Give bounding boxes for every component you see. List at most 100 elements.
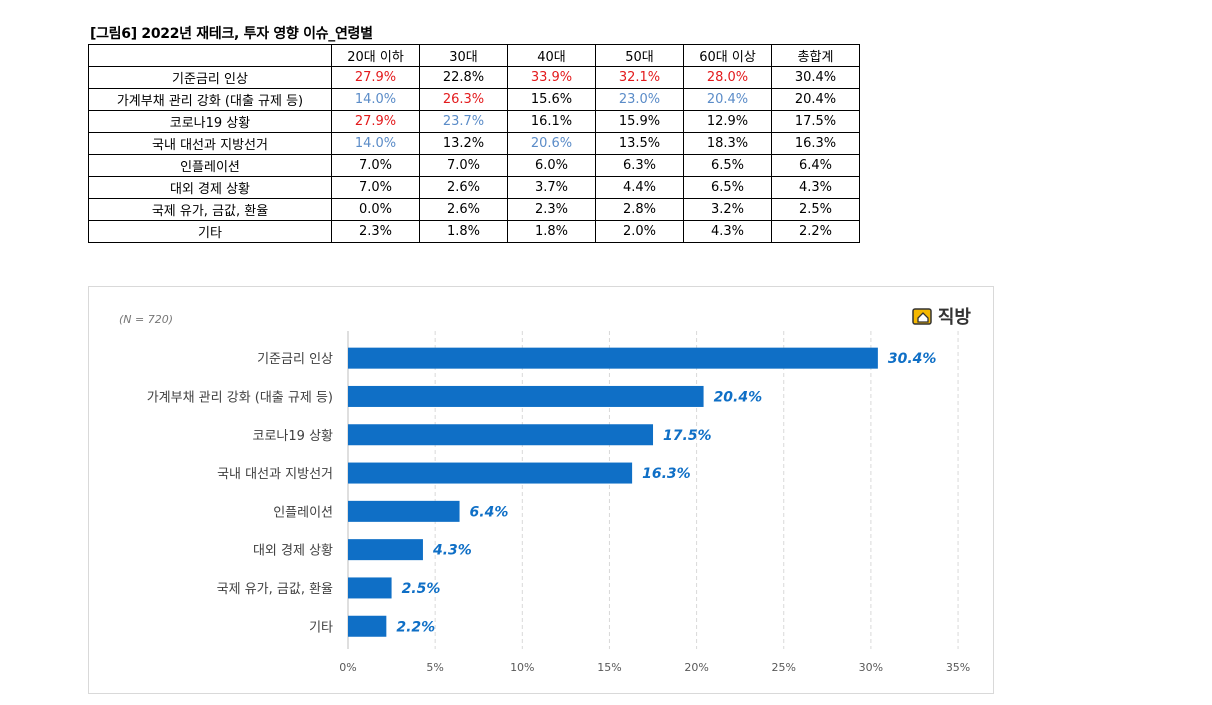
table-cell: 33.9% xyxy=(507,66,596,89)
category-label: 코로나19 상황 xyxy=(253,429,334,444)
data-label: 30.4% xyxy=(888,351,937,367)
table-row: 기타 2.3% 1.8% 1.8% 2.0% 4.3% 2.2% xyxy=(88,220,860,243)
table-cell: 2.6% xyxy=(419,176,508,199)
table-cell: 3.7% xyxy=(507,176,596,199)
table-cell: 20.4% xyxy=(771,88,860,111)
category-label: 인플레이션 xyxy=(273,505,333,520)
table-row: 인플레이션 7.0% 7.0% 6.0% 6.3% 6.5% 6.4% xyxy=(88,154,860,177)
row-label: 기타 xyxy=(88,220,332,243)
table-column-header: 총합계 xyxy=(771,44,860,67)
table-cell: 15.9% xyxy=(595,110,684,133)
table-column-header: 30대 xyxy=(419,44,508,67)
table-body: 기준금리 인상 27.9% 22.8% 33.9% 32.1% 28.0% 30.4% 가계부… xyxy=(88,66,860,243)
category-label: 국내 대선과 지방선거 xyxy=(217,467,333,482)
house-icon xyxy=(912,308,932,325)
x-tick-label: 15% xyxy=(597,661,621,674)
table-cell: 27.9% xyxy=(331,66,420,89)
table-cell: 1.8% xyxy=(507,220,596,243)
row-label: 인플레이션 xyxy=(88,154,332,177)
table-cell: 0.0% xyxy=(331,198,420,221)
table-cell: 2.2% xyxy=(771,220,860,243)
bar xyxy=(348,615,387,637)
category-label: 기타 xyxy=(309,620,333,635)
table-cell: 2.6% xyxy=(419,198,508,221)
table-cell: 14.0% xyxy=(331,132,420,155)
brand-logo: 직방 xyxy=(912,303,971,329)
category-label: 가계부채 관리 강화 (대출 규제 등) xyxy=(147,390,333,405)
data-label: 16.3% xyxy=(642,466,691,482)
figure-title: [그림6] 2022년 재테크, 투자 영향 이슈_연령별 xyxy=(90,26,373,42)
bar xyxy=(348,347,878,369)
table-cell: 32.1% xyxy=(595,66,684,89)
x-tick-label: 35% xyxy=(946,661,970,674)
row-label: 가계부채 관리 강화 (대출 규제 등) xyxy=(88,88,332,111)
table-row: 가계부채 관리 강화 (대출 규제 등) 14.0% 26.3% 15.6% 23.0%… xyxy=(88,88,860,111)
table-row: 국내 대선과 지방선거 14.0% 13.2% 20.6% 13.5% 18.3% 16.3… xyxy=(88,132,860,155)
table-row: 국제 유가, 금값, 환율 0.0% 2.6% 2.3% 2.8% 3.2% 2.5% xyxy=(88,198,860,221)
row-label: 국제 유가, 금값, 환율 xyxy=(88,198,332,221)
sample-size-note: (N = 720) xyxy=(119,313,174,326)
bar-chart: (N = 720) 직방 0% 5% 10% 15% 20% 25% 30% 35% 기준금리 … xyxy=(88,286,994,694)
table-cell: 18.3% xyxy=(683,132,772,155)
table-cell: 17.5% xyxy=(771,110,860,133)
table-cell: 27.9% xyxy=(331,110,420,133)
table-cell: 2.8% xyxy=(595,198,684,221)
data-label: 2.5% xyxy=(402,581,441,597)
row-label: 기준금리 인상 xyxy=(88,66,332,89)
table-cell: 22.8% xyxy=(419,66,508,89)
table-cell: 16.1% xyxy=(507,110,596,133)
row-label: 대외 경제 상황 xyxy=(88,176,332,199)
data-label: 2.2% xyxy=(396,619,435,635)
table-cell: 13.5% xyxy=(595,132,684,155)
x-tick-label: 5% xyxy=(426,661,443,674)
category-label: 대외 경제 상황 xyxy=(253,544,333,559)
data-label: 4.3% xyxy=(432,543,472,559)
table-cell: 4.3% xyxy=(771,176,860,199)
bar xyxy=(348,539,423,561)
x-tick-label: 10% xyxy=(510,661,534,674)
x-tick-label: 0% xyxy=(339,661,356,674)
table-row: 코로나19 상황 27.9% 23.7% 16.1% 15.9% 12.9% 17.5% xyxy=(88,110,860,133)
brand-name: 직방 xyxy=(937,307,971,328)
bar xyxy=(348,500,460,522)
table-cell: 20.4% xyxy=(683,88,772,111)
x-tick-label: 20% xyxy=(684,661,708,674)
table-cell: 1.8% xyxy=(419,220,508,243)
bar xyxy=(348,424,654,446)
table-corner-cell xyxy=(88,44,332,67)
table-column-header: 50대 xyxy=(595,44,684,67)
table-cell: 12.9% xyxy=(683,110,772,133)
table-cell: 14.0% xyxy=(331,88,420,111)
x-tick-label: 25% xyxy=(772,661,796,674)
table-column-header: 40대 xyxy=(507,44,596,67)
table-cell: 2.5% xyxy=(771,198,860,221)
category-label: 국제 유가, 금값, 환율 xyxy=(217,582,333,597)
table-cell: 6.3% xyxy=(595,154,684,177)
table-cell: 6.0% xyxy=(507,154,596,177)
table-cell: 23.0% xyxy=(595,88,684,111)
table-cell: 23.7% xyxy=(419,110,508,133)
row-label: 코로나19 상황 xyxy=(88,110,332,133)
table-row: 대외 경제 상황 7.0% 2.6% 3.7% 4.4% 6.5% 4.3% xyxy=(88,176,860,199)
table-cell: 26.3% xyxy=(419,88,508,111)
table-cell: 28.0% xyxy=(683,66,772,89)
bar xyxy=(348,577,392,599)
table-cell: 4.4% xyxy=(595,176,684,199)
data-label: 17.5% xyxy=(663,428,712,444)
age-group-table: 20대 이하 30대 40대 50대 60대 이상 총합계 기준금리 인상 27.9% 22.… xyxy=(88,44,860,243)
data-label: 20.4% xyxy=(714,389,763,405)
row-label: 국내 대선과 지방선거 xyxy=(88,132,332,155)
table-cell: 4.3% xyxy=(683,220,772,243)
table-cell: 6.5% xyxy=(683,154,772,177)
table-cell: 6.5% xyxy=(683,176,772,199)
category-label: 기준금리 인상 xyxy=(257,352,333,367)
bar xyxy=(348,462,633,484)
table-cell: 15.6% xyxy=(507,88,596,111)
table-header-row: 20대 이하 30대 40대 50대 60대 이상 총합계 xyxy=(88,44,860,67)
table-cell: 7.0% xyxy=(419,154,508,177)
table-cell: 2.3% xyxy=(507,198,596,221)
table-cell: 6.4% xyxy=(771,154,860,177)
table-cell: 20.6% xyxy=(507,132,596,155)
data-label: 6.4% xyxy=(470,504,509,520)
table-cell: 2.0% xyxy=(595,220,684,243)
